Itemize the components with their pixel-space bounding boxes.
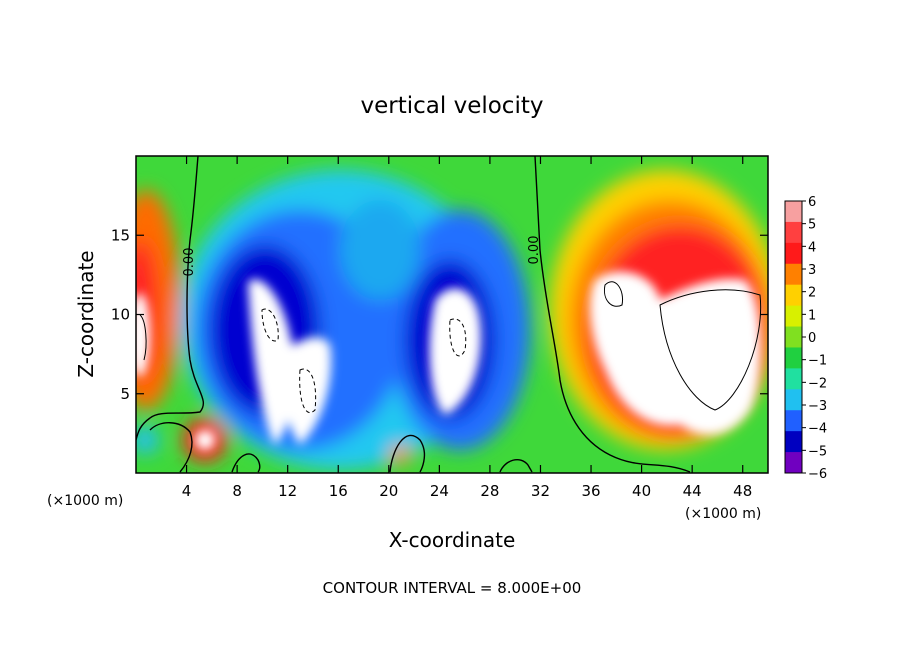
contour-label-right: 0.00 xyxy=(527,236,542,265)
colorbar-tick-label: 0 xyxy=(808,331,816,346)
y-unit-label: (×1000 m) xyxy=(47,493,123,509)
colorbar-tick-label: 4 xyxy=(808,240,816,255)
contour-label-left: 0.00 xyxy=(182,248,197,277)
colorbar-tick-label: −3 xyxy=(808,399,827,414)
colorbar-swatch xyxy=(785,305,802,328)
colorbar-tick-label: 1 xyxy=(808,308,816,323)
x-axis-label: X-coordinate xyxy=(389,528,516,552)
colorbar-swatch xyxy=(785,284,802,307)
colorbar-tick-label: 6 xyxy=(808,195,816,210)
negative-contours xyxy=(261,308,467,413)
colorbar-tick-label: 2 xyxy=(808,286,816,301)
x-tick-label: 24 xyxy=(430,482,449,500)
colorbar-swatch xyxy=(785,242,802,265)
y-tick-label: 10 xyxy=(111,306,130,324)
x-unit-label: (×1000 m) xyxy=(685,506,761,522)
colorbar-swatch xyxy=(785,347,802,369)
colorbar-swatch xyxy=(785,431,802,453)
x-tick-label: 20 xyxy=(379,482,398,500)
colorbar-swatch xyxy=(785,452,802,474)
colorbar: 6 5 4 3 2 1 0 −1 −2 −3 −4 −5 −6 xyxy=(784,195,827,482)
colorbar-swatch xyxy=(785,326,802,348)
x-tick-label: 16 xyxy=(329,482,348,500)
y-tick-label: 5 xyxy=(120,385,130,403)
x-tick-label: 44 xyxy=(683,482,702,500)
colorbar-swatch xyxy=(785,263,802,286)
y-tick-label: 15 xyxy=(111,226,130,244)
colorbar-tick-label: 5 xyxy=(808,218,816,233)
x-tick-label: 48 xyxy=(733,482,752,500)
colorbar-tick-label: −6 xyxy=(808,467,827,482)
colorbar-swatch xyxy=(785,389,802,411)
x-tick-label: 4 xyxy=(182,482,192,500)
plot-area xyxy=(136,156,768,473)
colorbar-swatch xyxy=(785,221,802,244)
contour-interval-text: CONTOUR INTERVAL = 8.000E+00 xyxy=(323,579,582,597)
positive-contours xyxy=(139,281,762,411)
zero-contours xyxy=(136,156,691,473)
colorbar-swatch xyxy=(785,410,802,432)
x-tick-label: 28 xyxy=(480,482,499,500)
y-axis: 5 10 15 xyxy=(111,226,768,403)
x-tick-label: 40 xyxy=(632,482,651,500)
x-tick-label: 8 xyxy=(232,482,242,500)
colorbar-swatch xyxy=(785,201,802,223)
x-axis: 4 8 12 16 20 24 28 32 36 40 44 48 xyxy=(182,156,752,500)
x-tick-label: 12 xyxy=(278,482,297,500)
colorbar-tick-label: −2 xyxy=(808,376,827,391)
colorbar-tick-label: −1 xyxy=(808,354,827,369)
x-tick-label: 32 xyxy=(531,482,550,500)
colorbar-tick-label: −5 xyxy=(808,444,827,459)
colorbar-tick-label: −4 xyxy=(808,422,827,437)
x-tick-label: 36 xyxy=(581,482,600,500)
colorbar-tick-label: 3 xyxy=(808,263,816,278)
y-axis-label: Z-coordinate xyxy=(74,250,98,377)
colorbar-swatch xyxy=(785,368,802,390)
chart-title: vertical velocity xyxy=(361,93,544,119)
